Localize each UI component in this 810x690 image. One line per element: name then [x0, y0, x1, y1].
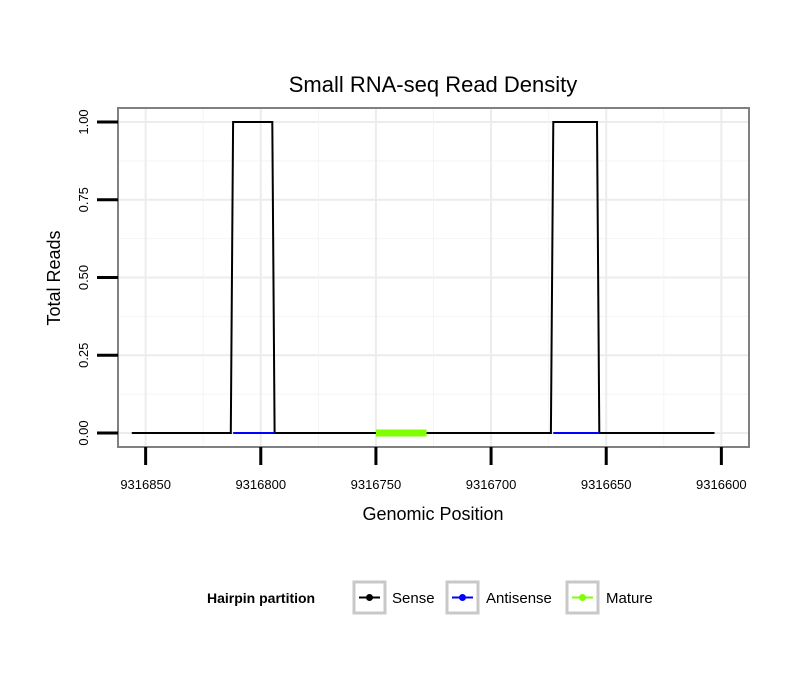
- legend-label: Antisense: [486, 590, 552, 607]
- x-tick-label: 9316650: [581, 477, 632, 492]
- x-tick-label: 9316700: [466, 477, 517, 492]
- chart-title: Small RNA-seq Read Density: [289, 72, 578, 97]
- y-tick-label: 1.00: [76, 109, 91, 134]
- x-tick-label: 9316850: [120, 477, 171, 492]
- legend-label: Sense: [392, 590, 435, 607]
- x-axis-title: Genomic Position: [362, 504, 503, 524]
- legend-key-point: [459, 594, 466, 601]
- x-tick-label: 9316800: [235, 477, 286, 492]
- grid-lines: [118, 108, 749, 447]
- data-series: [131, 121, 715, 437]
- legend-key-point: [579, 594, 586, 601]
- legend-title: Hairpin partition: [207, 590, 315, 606]
- y-tick-label: 0.00: [76, 420, 91, 445]
- y-tick-label: 0.75: [76, 187, 91, 212]
- legend-key-point: [366, 594, 373, 601]
- x-axis: 9316850 9316800 9316750 9316700 9316650 93166…: [120, 447, 747, 492]
- y-axis: 0.00 0.25 0.50 0.75 1.00: [76, 109, 118, 446]
- y-tick-label: 0.25: [76, 343, 91, 368]
- legend-label: Mature: [606, 590, 653, 607]
- y-tick-label: 0.50: [76, 265, 91, 290]
- y-axis-title: Total Reads: [44, 230, 64, 325]
- plot-panel: [117, 107, 750, 448]
- x-tick-label: 9316750: [351, 477, 402, 492]
- legend: Hairpin partition Sense Antisense Mature: [207, 580, 653, 615]
- x-tick-label: 9316600: [696, 477, 747, 492]
